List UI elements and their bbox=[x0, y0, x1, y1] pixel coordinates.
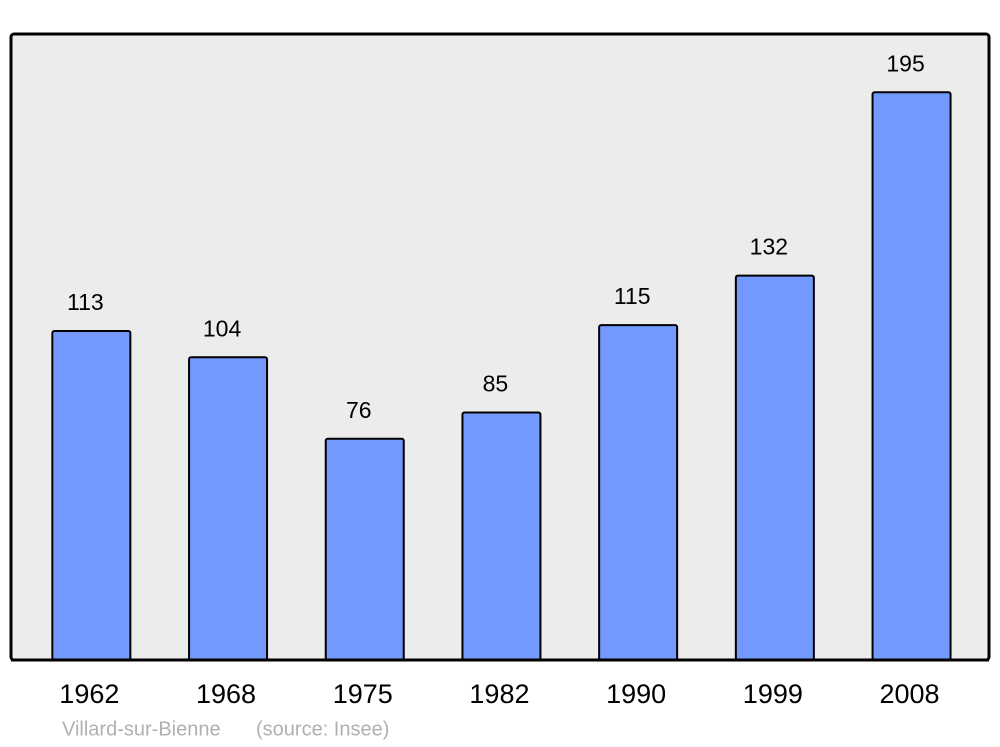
bar bbox=[461, 411, 542, 661]
data-label: 115 bbox=[614, 283, 651, 309]
chart-title: Villard-sur-Bienne bbox=[62, 718, 221, 740]
x-tick-label: 1999 bbox=[743, 679, 803, 709]
x-tick-label: 1982 bbox=[469, 679, 529, 709]
data-label: 85 bbox=[483, 371, 509, 397]
bar bbox=[51, 329, 132, 661]
bar bbox=[188, 356, 269, 661]
data-label: 104 bbox=[203, 315, 242, 341]
bar bbox=[324, 437, 405, 661]
x-tick-label: 2008 bbox=[880, 679, 940, 709]
bar bbox=[871, 91, 952, 662]
data-label: 132 bbox=[750, 234, 788, 260]
bar bbox=[598, 324, 679, 661]
data-label: 195 bbox=[886, 50, 924, 76]
x-tick-label: 1975 bbox=[333, 679, 393, 709]
x-tick-label: 1968 bbox=[196, 679, 256, 709]
x-tick-label: 1962 bbox=[59, 679, 119, 709]
x-tick-label: 1990 bbox=[606, 679, 666, 709]
source-note: (source: Insee) bbox=[256, 718, 389, 740]
bar bbox=[734, 274, 815, 661]
data-label: 76 bbox=[346, 397, 372, 423]
data-label: 113 bbox=[67, 289, 104, 315]
